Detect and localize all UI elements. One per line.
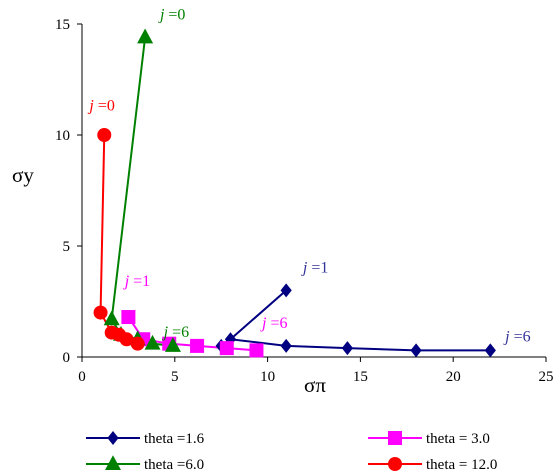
annotation-label: j =1	[301, 260, 328, 277]
data-point	[410, 343, 422, 358]
data-point	[119, 332, 134, 347]
legend-marker	[105, 455, 121, 470]
data-point	[164, 337, 181, 352]
data-point	[103, 310, 120, 326]
legend-entry: theta = 12.0	[368, 457, 497, 473]
legend-label: theta = 3.0	[426, 431, 490, 447]
legend-marker	[107, 431, 119, 445]
x-tick-label: 10	[260, 369, 275, 385]
y-tick-label: 15	[55, 17, 70, 33]
data-point	[97, 128, 112, 142]
data-point	[144, 334, 161, 350]
y-axis-title: σy	[12, 163, 34, 187]
legend: theta =1.6 theta = 3.0 theta =6.0 theta = 1…	[86, 431, 497, 473]
series-line-1-branch	[229, 289, 287, 340]
data-point	[219, 341, 234, 356]
x-tick-label: 25	[539, 369, 554, 385]
legend-marker	[388, 457, 402, 471]
y-tick-label: 5	[63, 239, 71, 255]
series-lines	[99, 37, 491, 352]
legend-label: theta = 12.0	[426, 457, 497, 473]
data-point	[137, 28, 154, 44]
data-point	[484, 343, 496, 358]
legend-entry: theta =6.0	[86, 455, 204, 473]
legend-entry: theta = 3.0	[368, 431, 490, 447]
legend-label: theta =6.0	[144, 457, 204, 473]
series-markers	[93, 28, 496, 358]
x-axis-title: σπ	[304, 373, 326, 397]
data-point	[280, 283, 292, 298]
legend-entry: theta =1.6	[86, 431, 205, 447]
data-point	[130, 336, 145, 351]
x-tick-label: 5	[171, 369, 179, 385]
data-point	[93, 305, 108, 320]
axes	[81, 24, 546, 358]
data-point	[280, 338, 292, 353]
y-tick-label: 0	[63, 350, 71, 366]
x-tick-label: 15	[353, 369, 368, 385]
legend-marker	[388, 431, 402, 445]
data-point	[121, 310, 136, 325]
legend-label: theta =1.6	[144, 431, 205, 447]
annotation-label: j =0	[87, 98, 114, 115]
data-point	[341, 341, 354, 356]
annotation-label: j =6	[260, 315, 287, 332]
ticks: 0 5 10 15 20 25 0 5 10 15	[55, 17, 554, 385]
y-tick-label: 10	[55, 128, 70, 144]
x-tick-label: 20	[446, 369, 461, 385]
data-point	[249, 343, 264, 358]
series-line-3	[110, 37, 174, 347]
x-tick-label: 0	[78, 369, 86, 385]
annotation-label: j =6	[503, 328, 530, 345]
annotation-label: j =0	[158, 7, 185, 24]
annotation-label: j =6	[162, 324, 189, 341]
annotations: j =0 j =0 j =1 j =6 j =1 j =6 j =6	[87, 7, 530, 346]
annotation-label: j =1	[123, 273, 150, 290]
data-point	[190, 338, 205, 353]
